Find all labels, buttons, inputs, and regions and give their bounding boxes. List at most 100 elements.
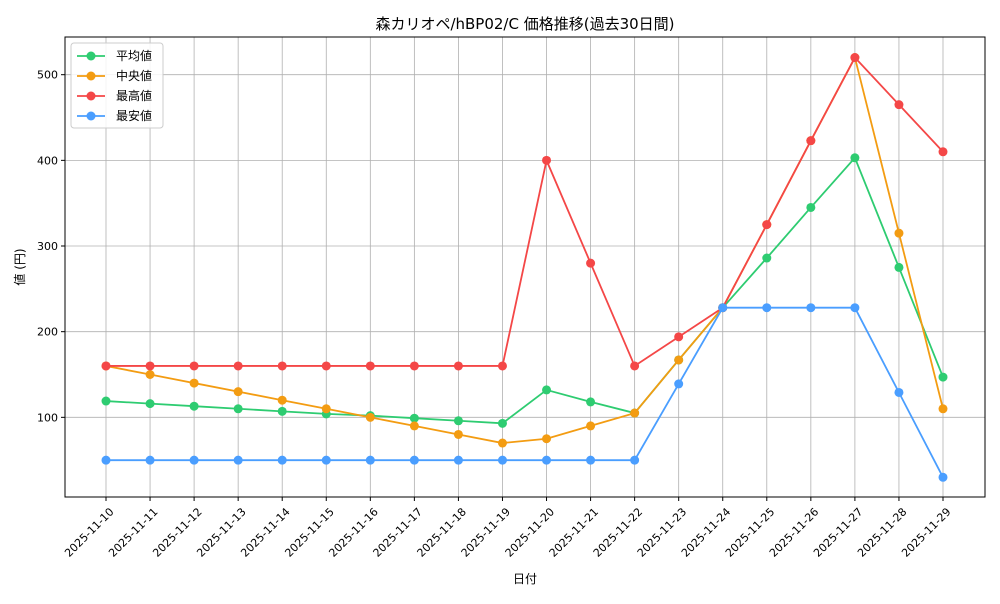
data-point — [145, 370, 155, 380]
data-point — [894, 228, 904, 238]
data-point — [674, 332, 684, 342]
data-point — [189, 401, 199, 411]
data-point — [233, 361, 243, 371]
data-point — [277, 406, 287, 416]
legend-label: 平均値 — [116, 48, 152, 63]
data-point — [101, 396, 111, 406]
y-tick-label: 200 — [37, 326, 58, 339]
data-point — [938, 147, 948, 157]
data-point — [586, 421, 596, 431]
data-point — [277, 395, 287, 405]
data-point — [189, 378, 199, 388]
legend-label: 最高値 — [116, 88, 152, 103]
chart-title: 森カリオペ/hBP02/C 価格推移(過去30日間) — [375, 15, 674, 33]
data-point — [321, 361, 331, 371]
data-point — [850, 303, 860, 313]
series-最安値 — [101, 303, 948, 482]
data-point — [674, 379, 684, 389]
plot-frame — [64, 36, 986, 498]
data-point — [497, 361, 507, 371]
legend-label: 最安値 — [116, 108, 152, 123]
data-point — [453, 429, 463, 439]
y-tick-label: 400 — [37, 154, 58, 167]
data-point — [189, 361, 199, 371]
data-point — [850, 53, 860, 63]
x-axis-label: 日付 — [513, 572, 537, 586]
data-point — [145, 455, 155, 465]
series-中央値 — [101, 53, 948, 448]
y-tick-label: 100 — [37, 411, 58, 424]
data-point — [277, 361, 287, 371]
series-line — [105, 156, 944, 425]
data-point — [365, 412, 375, 422]
series-group — [101, 53, 948, 482]
legend-box — [70, 42, 164, 129]
data-point — [233, 404, 243, 414]
y-tick-label: 300 — [37, 240, 58, 253]
data-point — [145, 399, 155, 409]
legend-marker — [86, 51, 96, 61]
data-point — [938, 372, 948, 382]
data-point — [938, 472, 948, 482]
data-point — [453, 361, 463, 371]
data-point — [806, 303, 816, 313]
data-point — [586, 258, 596, 268]
legend-marker — [86, 71, 96, 81]
legend-label: 中央値 — [116, 68, 152, 83]
data-point — [277, 455, 287, 465]
y-tick-label: 500 — [37, 69, 58, 82]
data-point — [586, 397, 596, 407]
data-point — [894, 262, 904, 272]
data-point — [321, 404, 331, 414]
data-point — [762, 253, 772, 263]
data-point — [542, 155, 552, 165]
grid — [65, 37, 985, 497]
data-point — [409, 361, 419, 371]
y-axis-label: 値 (円) — [12, 248, 27, 285]
data-point — [894, 100, 904, 110]
data-point — [497, 455, 507, 465]
data-point — [630, 361, 640, 371]
series-line — [106, 306, 944, 478]
data-point — [894, 387, 904, 397]
data-point — [365, 455, 375, 465]
data-point — [674, 355, 684, 365]
legend-marker — [86, 111, 96, 121]
series-line — [105, 55, 944, 444]
data-point — [542, 385, 552, 395]
data-point — [101, 361, 111, 371]
data-point — [806, 136, 816, 146]
series-line — [106, 56, 944, 368]
data-point — [630, 455, 640, 465]
data-point — [542, 455, 552, 465]
data-point — [453, 416, 463, 426]
data-point — [938, 404, 948, 414]
data-point — [145, 361, 155, 371]
data-point — [542, 434, 552, 444]
data-point — [233, 455, 243, 465]
data-point — [762, 220, 772, 230]
data-point — [586, 455, 596, 465]
data-point — [233, 387, 243, 397]
data-point — [321, 455, 331, 465]
data-point — [497, 438, 507, 448]
series-最高値 — [101, 53, 948, 371]
series-平均値 — [101, 153, 948, 428]
data-point — [101, 455, 111, 465]
data-point — [189, 455, 199, 465]
data-point — [453, 455, 463, 465]
data-point — [409, 413, 419, 423]
data-point — [762, 303, 772, 313]
axes: 2025-11-102025-11-112025-11-122025-11-13… — [37, 69, 954, 560]
data-point — [497, 418, 507, 428]
data-point — [806, 202, 816, 212]
data-point — [365, 361, 375, 371]
data-point — [409, 421, 419, 431]
data-point — [850, 153, 860, 163]
data-point — [630, 408, 640, 418]
data-point — [409, 455, 419, 465]
legend-marker — [86, 91, 96, 101]
data-point — [718, 303, 728, 313]
